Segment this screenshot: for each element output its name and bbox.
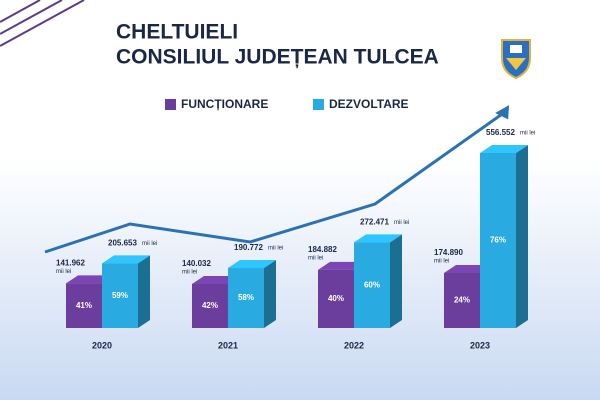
percent-label: 24% [454,296,470,305]
value-unit: mii lei [182,270,197,276]
value-label: 140.032 [182,259,211,268]
legend-label: FUNCȚIONARE [181,97,268,111]
chart-title: CHELTUIELI [116,21,238,44]
percent-label: 60% [364,280,380,289]
value-unit: mii lei [308,255,323,261]
percent-label: 59% [112,291,128,300]
x-tick-label: 2023 [470,340,490,350]
bar-side [138,255,150,328]
value-unit: mii lei [434,259,449,265]
corner-stripes [0,0,85,47]
value-unit: mii lei [56,269,71,275]
legend-label: DEZVOLTARE [329,97,409,111]
plot: 2020 41% 141.962 mii lei 59% 205.653 mii lei 20… [56,128,535,350]
value-label: 184.882 [308,245,337,254]
bar-side [264,260,276,328]
percent-label: 41% [76,301,92,310]
value-label: 141.962 [56,258,85,267]
legend-swatch [313,99,324,110]
bar-top [102,255,150,264]
x-tick-label: 2022 [344,340,364,350]
x-tick-label: 2021 [218,340,238,350]
value-label: 272.471 [360,217,389,226]
value-label: 556.552 [486,128,515,137]
value-unit: mii lei [142,241,157,247]
bar [102,263,138,328]
value-label: 205.653 [108,238,137,247]
bar [354,242,390,328]
bar-side [390,234,402,328]
value-unit: mii lei [520,131,535,137]
x-tick-label: 2020 [92,340,112,350]
bar [318,269,354,328]
bar [192,283,228,328]
crest [501,39,531,80]
percent-label: 58% [238,293,254,302]
bar [66,283,102,328]
bar [480,153,516,328]
value-label: 190.772 [234,243,263,252]
value-label: 174.890 [434,248,463,257]
percent-label: 76% [490,236,506,245]
bar-top [228,260,276,269]
trend-arrow [44,105,510,254]
value-unit: mii lei [268,246,283,252]
chart-subtitle: CONSILIUL JUDEȚEAN TULCEA [116,46,439,69]
bar-top [354,234,402,243]
bar [228,268,264,328]
legend-swatch [165,99,176,110]
value-unit: mii lei [394,220,409,226]
percent-label: 42% [202,301,218,310]
legend: FUNCȚIONARE DEZVOLTARE [165,97,409,111]
bar [444,273,480,328]
percent-label: 40% [328,294,344,303]
bar-side [516,145,528,328]
bar-top [480,145,528,153]
